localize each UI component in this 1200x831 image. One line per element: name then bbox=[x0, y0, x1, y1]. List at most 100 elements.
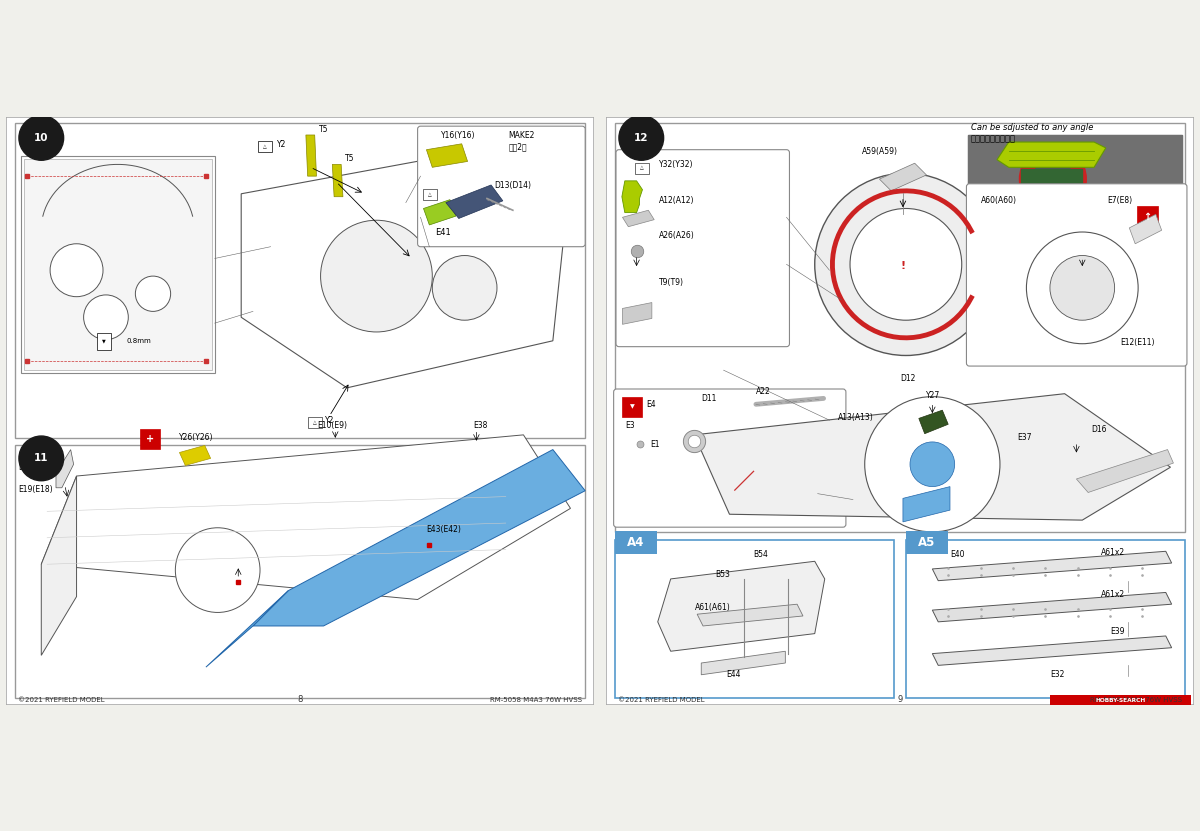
Text: ▼: ▼ bbox=[102, 339, 106, 344]
FancyBboxPatch shape bbox=[614, 539, 894, 698]
Text: E44: E44 bbox=[726, 670, 742, 679]
Circle shape bbox=[432, 255, 497, 320]
FancyBboxPatch shape bbox=[308, 417, 323, 429]
Polygon shape bbox=[253, 450, 586, 626]
Text: T5: T5 bbox=[319, 125, 329, 134]
Circle shape bbox=[50, 243, 103, 297]
Text: ▼: ▼ bbox=[630, 405, 635, 410]
Polygon shape bbox=[623, 302, 652, 324]
Text: D12: D12 bbox=[900, 374, 916, 383]
FancyBboxPatch shape bbox=[906, 531, 948, 553]
Circle shape bbox=[320, 220, 432, 332]
Polygon shape bbox=[332, 165, 343, 197]
FancyBboxPatch shape bbox=[614, 531, 658, 553]
Text: △: △ bbox=[428, 192, 432, 197]
Polygon shape bbox=[932, 551, 1171, 581]
Text: E3: E3 bbox=[625, 420, 635, 430]
Text: E39: E39 bbox=[1110, 627, 1126, 636]
FancyBboxPatch shape bbox=[14, 123, 586, 438]
FancyBboxPatch shape bbox=[1050, 695, 1192, 706]
FancyBboxPatch shape bbox=[606, 117, 1194, 706]
Circle shape bbox=[175, 528, 260, 612]
Text: D13(D14): D13(D14) bbox=[494, 181, 532, 190]
FancyBboxPatch shape bbox=[906, 539, 1186, 698]
Text: A4: A4 bbox=[628, 536, 644, 549]
Polygon shape bbox=[426, 144, 468, 167]
Text: E12(E11): E12(E11) bbox=[1121, 338, 1154, 347]
Polygon shape bbox=[241, 153, 565, 388]
FancyBboxPatch shape bbox=[1136, 206, 1158, 228]
Text: Y16(Y16): Y16(Y16) bbox=[442, 131, 475, 140]
FancyBboxPatch shape bbox=[967, 135, 1182, 209]
Circle shape bbox=[19, 116, 64, 160]
Text: +: + bbox=[146, 434, 154, 444]
Text: 可以调整到任何角度: 可以调整到任何角度 bbox=[971, 134, 1015, 143]
Polygon shape bbox=[1020, 169, 1082, 187]
Text: A61x2: A61x2 bbox=[1102, 589, 1126, 598]
Circle shape bbox=[850, 209, 961, 320]
Circle shape bbox=[1050, 255, 1115, 320]
Text: A12(A12): A12(A12) bbox=[659, 195, 695, 204]
Text: ©2021 RYEFIELD MODEL: ©2021 RYEFIELD MODEL bbox=[618, 697, 704, 703]
Polygon shape bbox=[41, 435, 570, 599]
Text: E19(E18): E19(E18) bbox=[18, 485, 53, 494]
FancyBboxPatch shape bbox=[623, 397, 642, 417]
Text: Y26(Y26): Y26(Y26) bbox=[180, 433, 214, 441]
Text: T5: T5 bbox=[344, 155, 354, 164]
Circle shape bbox=[84, 295, 128, 340]
FancyBboxPatch shape bbox=[418, 126, 586, 247]
Text: B53: B53 bbox=[715, 570, 730, 579]
FancyBboxPatch shape bbox=[140, 429, 160, 449]
Text: △: △ bbox=[313, 420, 317, 425]
Polygon shape bbox=[880, 163, 926, 191]
Polygon shape bbox=[623, 210, 654, 227]
FancyBboxPatch shape bbox=[616, 150, 790, 347]
Text: RM-5058 M4A3 76W HVSS: RM-5058 M4A3 76W HVSS bbox=[1091, 697, 1182, 703]
Text: 0.8mm: 0.8mm bbox=[126, 338, 151, 344]
Polygon shape bbox=[932, 593, 1171, 622]
Text: E10(E9): E10(E9) bbox=[318, 420, 348, 430]
Text: A22: A22 bbox=[756, 386, 770, 396]
Circle shape bbox=[619, 116, 664, 160]
FancyBboxPatch shape bbox=[96, 332, 110, 350]
Text: MAKE2: MAKE2 bbox=[509, 131, 535, 140]
FancyBboxPatch shape bbox=[6, 117, 594, 706]
Circle shape bbox=[910, 442, 955, 487]
Text: 8: 8 bbox=[298, 696, 302, 705]
Polygon shape bbox=[1129, 214, 1162, 243]
Text: E14(E13): E14(E13) bbox=[18, 463, 53, 472]
Polygon shape bbox=[1076, 450, 1174, 493]
Text: D16: D16 bbox=[1091, 425, 1106, 434]
FancyBboxPatch shape bbox=[635, 163, 649, 174]
Circle shape bbox=[19, 436, 64, 480]
Text: A61x2: A61x2 bbox=[1102, 548, 1126, 558]
FancyBboxPatch shape bbox=[422, 189, 437, 200]
Text: Y2: Y2 bbox=[276, 140, 286, 149]
Circle shape bbox=[1026, 232, 1138, 344]
Polygon shape bbox=[446, 185, 503, 219]
Text: E1: E1 bbox=[650, 440, 660, 449]
Text: RM-5058 M4A3 76W HVSS: RM-5058 M4A3 76W HVSS bbox=[491, 697, 582, 703]
Text: E38: E38 bbox=[474, 420, 488, 430]
Polygon shape bbox=[306, 135, 317, 176]
Circle shape bbox=[1032, 159, 1074, 199]
Polygon shape bbox=[701, 652, 785, 675]
Polygon shape bbox=[997, 142, 1106, 167]
Text: B54: B54 bbox=[754, 550, 768, 559]
Circle shape bbox=[815, 173, 997, 356]
Text: 10: 10 bbox=[34, 133, 48, 143]
Text: E37: E37 bbox=[1018, 433, 1032, 441]
Polygon shape bbox=[695, 394, 1170, 520]
Text: E7(E8): E7(E8) bbox=[1106, 195, 1132, 204]
Text: A61(A61): A61(A61) bbox=[695, 603, 731, 612]
FancyBboxPatch shape bbox=[613, 389, 846, 527]
Text: △: △ bbox=[640, 165, 643, 170]
Polygon shape bbox=[41, 476, 77, 656]
FancyBboxPatch shape bbox=[258, 141, 272, 152]
Text: A5: A5 bbox=[918, 536, 936, 549]
FancyBboxPatch shape bbox=[966, 184, 1187, 366]
Circle shape bbox=[136, 276, 170, 312]
Polygon shape bbox=[622, 181, 642, 213]
Polygon shape bbox=[902, 487, 950, 522]
Text: Can be sdjusted to any angle: Can be sdjusted to any angle bbox=[971, 123, 1093, 132]
